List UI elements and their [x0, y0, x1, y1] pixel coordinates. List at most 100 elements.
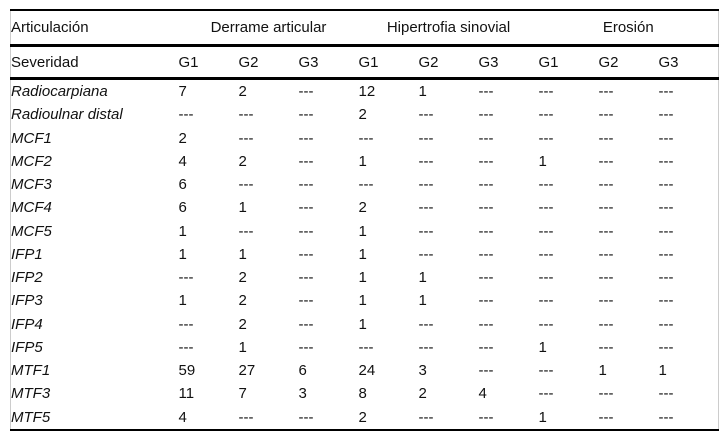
joint-label: MTF5 — [11, 408, 51, 426]
value-cell: --- — [418, 106, 434, 124]
value-cell: --- — [418, 152, 434, 170]
value-cell: --- — [478, 222, 494, 240]
value-cell: --- — [658, 269, 674, 287]
table-row: IFP2 --- 2 --- 1 1 --- --- --- --- — [11, 266, 719, 289]
value-cell: --- — [418, 315, 434, 333]
joint-label: MCF5 — [11, 222, 52, 240]
value-cell: 1 — [538, 408, 547, 426]
table-row: MCF2 4 2 --- 1 --- --- 1 --- --- — [11, 150, 719, 173]
value-cell: --- — [298, 176, 314, 194]
value-cell: 1 — [538, 338, 547, 356]
value-cell: 1 — [178, 292, 187, 310]
value-cell: --- — [658, 245, 674, 263]
table-row: MTF3 11 7 3 8 2 4 --- --- --- — [11, 382, 719, 405]
value-cell: 27 — [238, 362, 256, 380]
value-cell: --- — [478, 245, 494, 263]
value-cell: --- — [418, 199, 434, 217]
joint-label: MCF1 — [11, 129, 52, 147]
joint-label: IFP2 — [11, 269, 43, 287]
value-cell: --- — [418, 245, 434, 263]
value-cell: --- — [598, 269, 614, 287]
value-cell: 2 — [358, 106, 367, 124]
value-cell: --- — [658, 408, 674, 426]
table-body: Radiocarpiana 7 2 --- 12 1 --- --- --- --- Radioul… — [11, 79, 719, 430]
value-cell: --- — [538, 315, 554, 333]
value-cell: 1 — [418, 83, 427, 101]
joint-label: IFP3 — [11, 292, 43, 310]
value-cell: --- — [478, 199, 494, 217]
value-cell: --- — [418, 338, 434, 356]
value-cell: --- — [298, 245, 314, 263]
grade-header-g1: G1 — [358, 45, 419, 80]
grade-header-g1: G1 — [178, 45, 239, 80]
table-row: IFP5 --- 1 --- --- --- --- 1 --- --- — [11, 336, 719, 359]
value-cell: --- — [658, 83, 674, 101]
table-row: MCF5 1 --- --- 1 --- --- --- --- --- — [11, 220, 719, 243]
value-cell: --- — [478, 129, 494, 147]
table-row: MCF4 6 1 --- 2 --- --- --- --- --- — [11, 196, 719, 219]
value-cell: --- — [598, 245, 614, 263]
table-row: MCF3 6 --- --- --- --- --- --- --- --- — [11, 173, 719, 196]
value-cell: --- — [598, 129, 614, 147]
value-cell: 2 — [358, 199, 367, 217]
value-cell: 1 — [238, 338, 247, 356]
value-cell: --- — [478, 408, 494, 426]
value-cell: --- — [478, 315, 494, 333]
value-cell: 2 — [238, 83, 247, 101]
value-cell: --- — [538, 199, 554, 217]
value-cell: 2 — [418, 385, 427, 403]
value-cell: --- — [658, 176, 674, 194]
value-cell: 6 — [178, 199, 187, 217]
value-cell: 2 — [238, 269, 247, 287]
value-cell: --- — [478, 83, 494, 101]
value-cell: 2 — [238, 315, 247, 333]
joint-label: Radiocarpiana — [11, 83, 108, 101]
value-cell: --- — [178, 338, 194, 356]
value-cell: --- — [538, 106, 554, 124]
group-header-derrame-articular: Derrame articular — [178, 10, 359, 47]
joint-label: MTF1 — [11, 362, 51, 380]
group-header-row: Articulación Derrame articular Hipertrof… — [10, 10, 719, 47]
value-cell: 6 — [298, 362, 307, 380]
value-cell: 1 — [658, 362, 667, 380]
value-cell: 59 — [178, 362, 196, 380]
value-cell: 1 — [358, 292, 367, 310]
value-cell: --- — [358, 129, 374, 147]
grade-header-g2: G2 — [238, 45, 299, 80]
value-cell: --- — [598, 176, 614, 194]
value-cell: 24 — [358, 362, 376, 380]
articulacion-header: Articulación — [10, 10, 179, 47]
value-cell: --- — [598, 338, 614, 356]
joint-severity-table: Articulación Derrame articular Hipertrof… — [10, 9, 720, 431]
value-cell: --- — [298, 315, 314, 333]
table-row: MTF1 59 27 6 24 3 --- --- 1 1 — [11, 359, 719, 382]
value-cell: 1 — [418, 269, 427, 287]
table-row: IFP1 1 1 --- 1 --- --- --- --- --- — [11, 243, 719, 266]
value-cell: 1 — [418, 292, 427, 310]
value-cell: --- — [538, 385, 554, 403]
value-cell: --- — [598, 152, 614, 170]
value-cell: 7 — [178, 83, 187, 101]
value-cell: 2 — [178, 129, 187, 147]
value-cell: --- — [598, 199, 614, 217]
value-cell: 1 — [358, 269, 367, 287]
value-cell: --- — [178, 315, 194, 333]
value-cell: --- — [538, 362, 554, 380]
value-cell: --- — [598, 106, 614, 124]
value-cell: 4 — [178, 408, 187, 426]
joint-label: MCF4 — [11, 199, 52, 217]
value-cell: --- — [298, 222, 314, 240]
severidad-header: Severidad — [10, 45, 179, 80]
value-cell: --- — [298, 129, 314, 147]
grade-header-g3: G3 — [658, 45, 719, 80]
value-cell: --- — [418, 222, 434, 240]
value-cell: --- — [298, 83, 314, 101]
value-cell: --- — [238, 106, 254, 124]
value-cell: --- — [538, 292, 554, 310]
value-cell: --- — [538, 245, 554, 263]
value-cell: --- — [598, 292, 614, 310]
value-cell: 1 — [598, 362, 607, 380]
joint-label: MCF3 — [11, 176, 52, 194]
value-cell: --- — [418, 129, 434, 147]
